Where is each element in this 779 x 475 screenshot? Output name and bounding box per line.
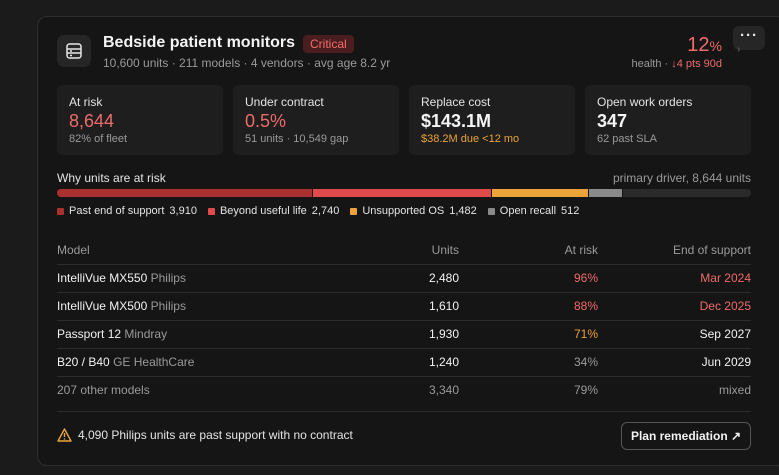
units-cell: 2,480 (383, 264, 459, 293)
stat-sub: 82% of fleet (69, 133, 128, 145)
model-name: Passport 12 (57, 327, 122, 341)
health-score: 12% (687, 34, 722, 57)
plan-remediation-button[interactable]: Plan remediation ↗ (621, 422, 751, 450)
stat-under-contract: Under contract 0.5% 51 units · 10,549 ga… (233, 85, 399, 155)
risk-legend: Past end of support 3,910 Beyond useful … (57, 205, 579, 217)
health-label-text: health · (631, 58, 672, 70)
legend-item-unsupported-os: Unsupported OS 1,482 (350, 205, 477, 217)
risk-driver: primary driver, 8,644 units (612, 171, 751, 185)
risk-segment-3 (589, 189, 623, 197)
vendor-name: Mindray (124, 327, 168, 341)
legend-value: 2,740 (311, 205, 340, 217)
status-badge: Critical (303, 35, 354, 53)
at-risk-cell: 71% (459, 320, 598, 349)
stat-value: 347 (597, 111, 628, 131)
stat-sub: 51 units · 10,549 gap (245, 133, 349, 145)
stat-at-risk: At risk 8,644 82% of fleet (57, 85, 223, 155)
stat-value: 0.5% (245, 111, 287, 131)
warning-banner: 4,090 Philips units are past support wit… (57, 428, 353, 442)
health-score-unit: % (709, 38, 722, 54)
units-cell: 1,240 (383, 348, 459, 377)
stat-work-orders: Open work orders 347 62 past SLA (585, 85, 751, 155)
legend-value: 3,910 (169, 205, 197, 217)
chevron-right-icon: › (737, 44, 741, 55)
column-header-eos[interactable]: End of support (598, 236, 751, 265)
divider (57, 411, 751, 412)
warning-text: 4,090 Philips units are past support wit… (78, 428, 353, 442)
health-label: health · ↓4 pts 90d (631, 58, 722, 70)
table-row-other[interactable]: 207 other models 3,340 79% mixed (57, 376, 751, 404)
model-name: IntelliVue MX500 (57, 299, 148, 313)
eos-cell: mixed (718, 383, 751, 398)
units-cell: 1,930 (383, 320, 459, 349)
at-risk-cell: 96% (459, 264, 598, 293)
table-row[interactable]: IntelliVue MX550 Philips 2,480 96% Mar 2… (57, 264, 751, 293)
stat-sub: $38.2M due <12 mo (421, 133, 520, 145)
legend-swatch (350, 207, 358, 215)
column-header-at-risk[interactable]: At risk (459, 236, 598, 265)
table-row[interactable]: B20 / B40 GE HealthCare 1,240 34% Jun 20… (57, 348, 751, 377)
table-row[interactable]: IntelliVue MX500 Philips 1,610 88% Dec 2… (57, 292, 751, 321)
legend-item-useful-life: Beyond useful life 2,740 (207, 205, 340, 217)
legend-swatch (207, 207, 215, 215)
model-cell: B20 / B40 GE HealthCare (57, 348, 383, 377)
table-header-row: Model Units At risk End of support (57, 236, 751, 265)
health-delta: ↓4 pts 90d (671, 58, 722, 70)
server-rack-icon (57, 35, 91, 67)
legend-item-past-eos: Past end of support 3,910 (57, 205, 197, 217)
model-cell: IntelliVue MX550 Philips (57, 264, 383, 293)
risk-breakdown-bar (57, 189, 751, 197)
stat-value: 8,644 (69, 111, 115, 131)
legend-swatch (487, 207, 495, 215)
stat-label: Open work orders (597, 95, 693, 109)
model-cell: IntelliVue MX500 Philips (57, 292, 383, 321)
stat-label: Under contract (245, 95, 324, 109)
risk-title: Why units are at risk (57, 171, 166, 185)
vendor-name: Philips (150, 299, 186, 313)
stat-value: $143.1M (421, 111, 492, 131)
eos-cell: Mar 2024 (598, 264, 751, 293)
card-subtitle: 10,600 units · 211 models · 4 vendors · … (103, 56, 391, 70)
risk-segment-0 (57, 189, 313, 197)
eos-cell: Jun 2029 (598, 348, 751, 377)
legend-label: Open recall (499, 205, 557, 217)
more-options-button[interactable]: ··· (733, 26, 765, 50)
legend-item-open-recall: Open recall 512 (487, 205, 580, 217)
risk-segment-2 (492, 189, 590, 197)
at-risk-cell: 88% (459, 292, 598, 321)
legend-label: Past end of support (69, 205, 165, 217)
legend-label: Unsupported OS (362, 205, 445, 217)
model-cell: 207 other models (57, 383, 150, 398)
at-risk-cell: 34% (459, 348, 598, 377)
health-score-value: 12 (687, 34, 710, 56)
stat-sub: 62 past SLA (597, 133, 657, 145)
units-cell: 3,340 (428, 383, 459, 398)
model-name: IntelliVue MX550 (57, 271, 148, 285)
model-name: B20 / B40 (57, 355, 110, 369)
legend-label: Beyond useful life (219, 205, 307, 217)
column-header-model[interactable]: Model (57, 236, 383, 265)
vendor-name: Philips (150, 271, 186, 285)
vendor-name: GE HealthCare (113, 355, 195, 369)
card-title: Bedside patient monitors (103, 34, 296, 51)
model-cell: Passport 12 Mindray (57, 320, 383, 349)
legend-value: 1,482 (449, 205, 477, 217)
legend-value: 512 (561, 205, 580, 217)
eos-cell: Dec 2025 (598, 292, 751, 321)
at-risk-cell: 79% (573, 383, 598, 398)
models-table: Model Units At risk End of support Intel… (57, 236, 751, 404)
stat-label: At risk (69, 95, 103, 109)
warning-triangle-icon (57, 428, 72, 442)
column-header-units[interactable]: Units (383, 236, 459, 265)
legend-swatch (57, 207, 64, 215)
units-cell: 1,610 (383, 292, 459, 321)
table-row[interactable]: Passport 12 Mindray 1,930 71% Sep 2027 (57, 320, 751, 349)
stat-replace-cost: Replace cost $143.1M $38.2M due <12 mo (409, 85, 575, 155)
risk-segment-1 (312, 189, 493, 197)
stat-label: Replace cost (421, 95, 491, 109)
eos-cell: Sep 2027 (598, 320, 751, 349)
